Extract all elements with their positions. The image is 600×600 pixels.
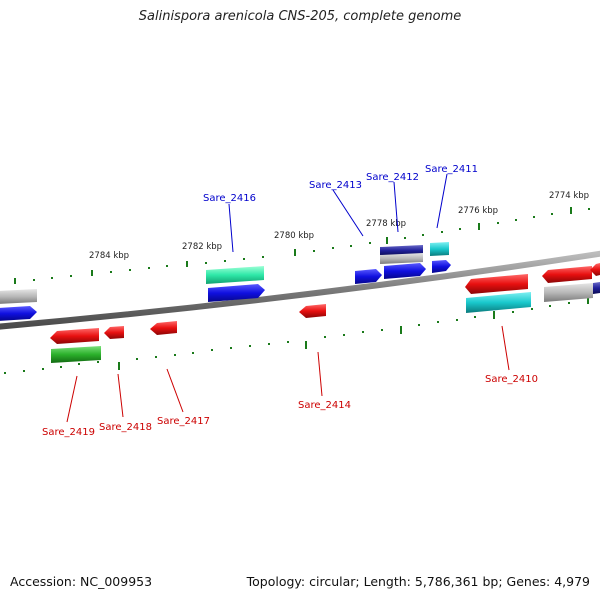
gene-label[interactable]: Sare_2419 (42, 427, 95, 438)
kbp-label: 2780 kbp (274, 231, 314, 241)
gene-label[interactable]: Sare_2413 (309, 180, 362, 191)
gene-gray[interactable] (380, 253, 423, 264)
gene-blue[interactable] (355, 269, 382, 284)
accession-text: Accession: NC_009953 (10, 574, 153, 589)
kbp-label: 2774 kbp (549, 191, 589, 201)
genome-backbone (0, 250, 600, 330)
gene-label[interactable]: Sare_2417 (157, 416, 210, 427)
gene-label[interactable]: Sare_2412 (366, 172, 419, 183)
gene-label[interactable]: Sare_2418 (99, 422, 152, 433)
gene-green[interactable] (51, 346, 101, 363)
gene-cyan[interactable] (466, 292, 531, 313)
map-title: Salinispora arenicola CNS-205, complete … (138, 9, 462, 24)
gene-red[interactable] (465, 274, 528, 294)
gene-gray[interactable] (544, 283, 593, 302)
gene-blue[interactable] (0, 306, 37, 321)
gene-blue[interactable] (208, 284, 265, 302)
gene-label[interactable]: Sare_2410 (485, 374, 538, 385)
lower-tick-ruler (4, 296, 589, 374)
gene-red[interactable] (542, 266, 592, 283)
upper-tick-ruler (14, 207, 590, 284)
kbp-label: 2778 kbp (366, 219, 406, 229)
gene-blue[interactable] (432, 260, 451, 273)
gene-navy[interactable] (380, 245, 423, 256)
gene-navy[interactable] (593, 282, 600, 294)
gene-red[interactable] (50, 328, 99, 344)
gene-gray[interactable] (0, 289, 37, 304)
gene-label[interactable]: Sare_2414 (298, 400, 351, 411)
gene-cyan[interactable] (430, 242, 449, 256)
kbp-label: 2782 kbp (182, 242, 222, 252)
gene-label[interactable]: Sare_2416 (203, 193, 256, 204)
gene-red[interactable] (299, 304, 326, 318)
gene-red[interactable] (150, 321, 177, 335)
gene-red[interactable] (104, 326, 124, 339)
kbp-label: 2776 kbp (458, 206, 498, 216)
kbp-label: 2784 kbp (89, 251, 129, 261)
genome-stats: Topology: circular; Length: 5,786,361 bp… (246, 574, 590, 589)
label-leaders (66, 173, 510, 423)
gene-teal[interactable] (206, 266, 264, 284)
gene-blue[interactable] (384, 263, 426, 279)
gene-label[interactable]: Sare_2411 (425, 164, 478, 175)
gene-red[interactable] (590, 263, 600, 276)
